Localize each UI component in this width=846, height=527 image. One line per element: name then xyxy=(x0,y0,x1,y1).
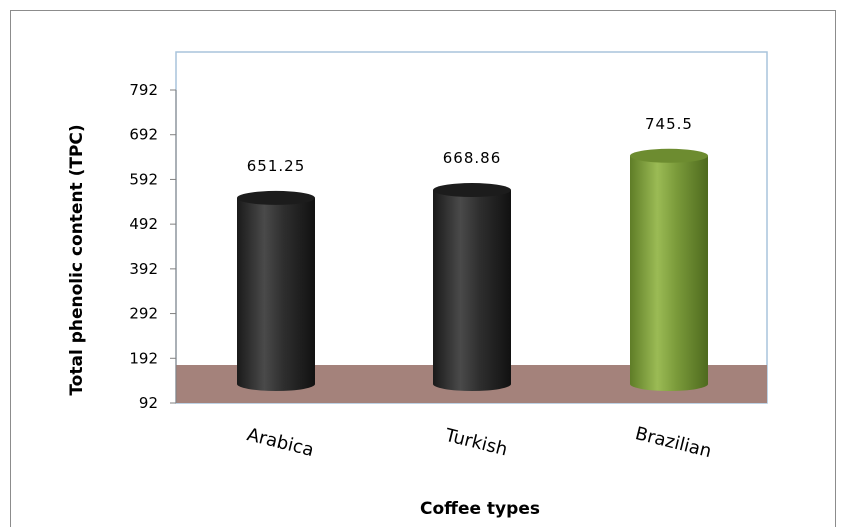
bar-cap xyxy=(433,183,511,198)
y-tick-label: 392 xyxy=(129,260,158,278)
x-tick-label: Brazilian xyxy=(633,423,713,462)
bar-cap xyxy=(630,148,708,163)
bar-base xyxy=(630,377,708,391)
bar-base xyxy=(237,377,315,391)
bar-brazilian xyxy=(630,148,708,391)
bar-body xyxy=(630,155,708,384)
x-tick-label: Turkish xyxy=(442,425,509,461)
data-labels: 651.25 668.86 745.5 xyxy=(247,115,693,175)
bar-turkish xyxy=(433,183,511,391)
bar-cap xyxy=(237,190,315,205)
x-axis-title: Coffee types xyxy=(420,499,540,519)
y-axis-ticks: 92 192 292 392 492 592 692 792 xyxy=(129,81,176,412)
y-tick-label: 592 xyxy=(129,170,158,188)
y-tick-label: 192 xyxy=(129,349,158,367)
bars xyxy=(237,148,708,391)
y-axis-title: Total phenolic content (TPC) xyxy=(67,124,87,395)
bar-body xyxy=(237,197,315,384)
y-tick-label: 692 xyxy=(129,126,158,144)
y-tick-label: 292 xyxy=(129,305,158,323)
x-axis-labels: Arabica Turkish Brazilian xyxy=(245,423,714,462)
y-tick-label: 792 xyxy=(129,81,158,99)
bar-body xyxy=(433,190,511,384)
y-tick-label: 492 xyxy=(129,215,158,233)
bar-base xyxy=(433,377,511,391)
data-label: 651.25 xyxy=(247,157,306,175)
data-label: 745.5 xyxy=(645,115,693,133)
bar-arabica xyxy=(237,190,315,391)
x-tick-label: Arabica xyxy=(245,424,316,461)
chart-frame xyxy=(10,10,836,527)
data-label: 668.86 xyxy=(443,149,502,167)
y-tick-label: 92 xyxy=(139,394,158,412)
